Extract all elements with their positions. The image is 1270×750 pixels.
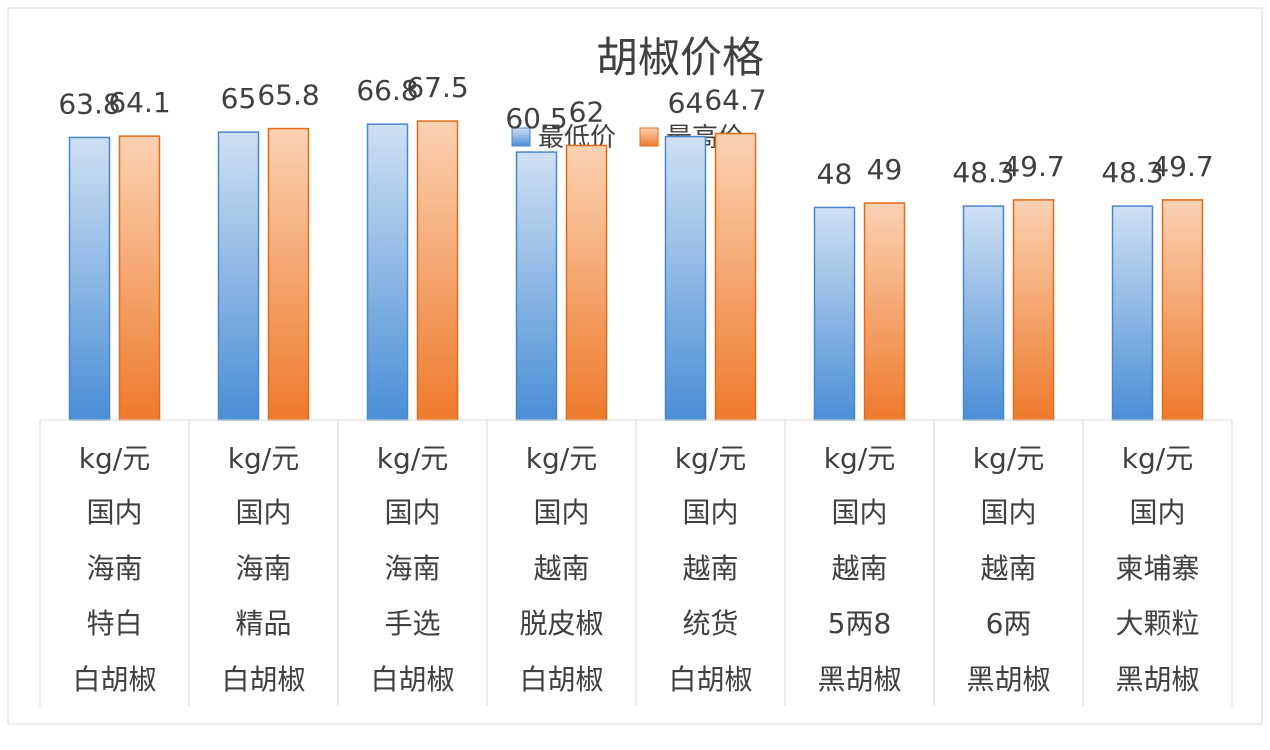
bars-group [68, 120, 1204, 421]
data-label-max-2: 65.8 [257, 79, 319, 112]
tick-label-1-3: 海南 [86, 552, 142, 585]
tick-label-7-5: 黑胡椒 [966, 663, 1050, 696]
bar-min-4 [515, 151, 558, 421]
bar-min-7 [962, 205, 1005, 421]
bar-max-4 [565, 144, 608, 421]
tick-label-4-2: 国内 [533, 496, 589, 529]
legend-swatch-1 [511, 127, 531, 147]
tick-label-1-5: 白胡椒 [72, 663, 156, 696]
data-label-max-8: 49.7 [1151, 150, 1213, 183]
data-label-min-7: 48.3 [952, 156, 1014, 189]
tick-label-7-4: 6两 [986, 607, 1032, 640]
tick-label-3-4: 手选 [384, 607, 440, 640]
tick-label-7-1: kg/元 [973, 442, 1044, 475]
tick-label-2-1: kg/元 [228, 442, 299, 475]
bar-min-8 [1111, 205, 1154, 421]
data-label-max-1: 64.1 [108, 86, 170, 119]
bar-max-3 [416, 120, 459, 421]
data-label-min-2: 65 [221, 82, 257, 115]
tick-label-8-2: 国内 [1129, 496, 1185, 529]
data-label-max-5: 64.7 [704, 83, 766, 116]
tick-label-1-4: 特白 [86, 607, 142, 640]
tick-label-8-3: 柬埔寨 [1115, 552, 1199, 585]
tick-label-2-2: 国内 [235, 496, 291, 529]
tick-label-6-5: 黑胡椒 [817, 663, 901, 696]
bar-max-6 [863, 202, 906, 421]
tick-label-2-4: 精品 [235, 607, 291, 640]
tick-label-4-4: 脱皮椒 [519, 607, 603, 640]
data-label-min-8: 48.3 [1101, 156, 1163, 189]
tick-label-1-2: 国内 [86, 496, 142, 529]
tick-label-7-2: 国内 [980, 496, 1036, 529]
tick-label-4-3: 越南 [533, 552, 589, 585]
tick-label-7-3: 越南 [980, 552, 1036, 585]
tick-label-5-2: 国内 [682, 496, 738, 529]
legend-swatch-2 [639, 127, 659, 147]
bar-min-6 [813, 206, 856, 421]
data-label-max-6: 49 [867, 153, 903, 186]
tick-label-3-1: kg/元 [377, 442, 448, 475]
tick-label-5-1: kg/元 [675, 442, 746, 475]
tick-label-6-4: 5两8 [828, 607, 892, 640]
tick-label-8-1: kg/元 [1122, 442, 1193, 475]
bar-min-3 [366, 123, 409, 421]
data-label-min-5: 64 [668, 87, 704, 120]
data-label-min-4: 60.5 [505, 102, 567, 135]
tick-label-1-1: kg/元 [79, 442, 150, 475]
tick-label-2-3: 海南 [235, 552, 291, 585]
chart-title: 胡椒价格 [596, 33, 764, 82]
tick-label-3-3: 海南 [384, 552, 440, 585]
tick-label-6-1: kg/元 [824, 442, 895, 475]
bar-max-8 [1161, 199, 1204, 421]
tick-label-3-5: 白胡椒 [370, 663, 454, 696]
data-label-min-6: 48 [817, 157, 853, 190]
bar-max-1 [118, 135, 161, 421]
tick-label-6-3: 越南 [831, 552, 887, 585]
bar-min-1 [68, 136, 111, 421]
tick-label-2-5: 白胡椒 [221, 663, 305, 696]
tick-label-6-2: 国内 [831, 496, 887, 529]
data-label-max-3: 67.5 [406, 71, 468, 104]
chart-border [7, 7, 1263, 725]
tick-label-4-1: kg/元 [526, 442, 597, 475]
tick-label-5-4: 统货 [682, 607, 738, 640]
tick-label-5-3: 越南 [682, 552, 738, 585]
tick-label-8-4: 大颗粒 [1115, 607, 1199, 640]
data-label-min-1: 63.8 [58, 87, 120, 120]
data-labels-group: 63.864.1 65 65.8 66.867.5 60.5 62 64 64.7 48 49 48… [58, 71, 1213, 190]
bar-min-5 [664, 135, 707, 421]
data-label-max-4: 62 [569, 95, 605, 128]
tick-label-8-5: 黑胡椒 [1115, 663, 1199, 696]
tick-label-4-5: 白胡椒 [519, 663, 603, 696]
bar-max-2 [267, 127, 310, 421]
data-label-max-7: 49.7 [1002, 150, 1064, 183]
tick-label-3-2: 国内 [384, 496, 440, 529]
bar-min-2 [217, 131, 260, 421]
bar-max-5 [714, 132, 757, 421]
tick-label-5-5: 白胡椒 [668, 663, 752, 696]
data-label-min-3: 66.8 [356, 74, 418, 107]
bar-max-7 [1012, 199, 1055, 421]
